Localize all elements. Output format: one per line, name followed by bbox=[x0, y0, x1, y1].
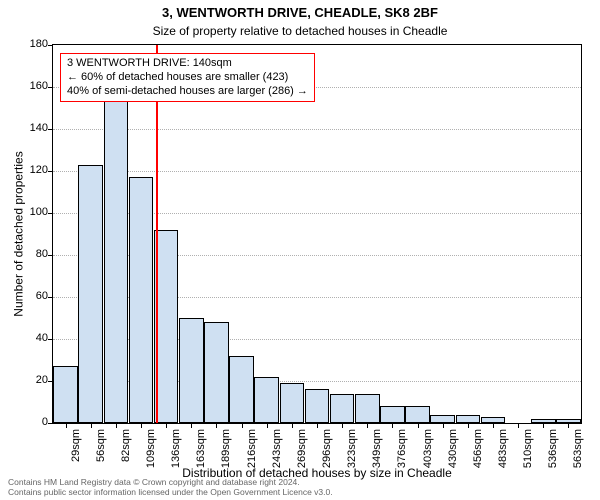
bar bbox=[380, 406, 405, 423]
ytick-label: 140 bbox=[8, 122, 48, 134]
annotation-line: 40% of semi-detached houses are larger (… bbox=[67, 85, 308, 99]
ytick-mark bbox=[48, 129, 53, 130]
annotation-line: 3 WENTWORTH DRIVE: 140sqm bbox=[67, 57, 308, 71]
xtick-label: 563sqm bbox=[572, 429, 584, 468]
ytick-mark bbox=[48, 297, 53, 298]
footer-line-2: Contains public sector information licen… bbox=[8, 487, 333, 497]
xtick-mark bbox=[91, 423, 92, 428]
gridline bbox=[53, 129, 581, 130]
xtick-label: 456sqm bbox=[472, 429, 484, 468]
ytick-label: 160 bbox=[8, 80, 48, 92]
xtick-mark bbox=[141, 423, 142, 428]
ytick-mark bbox=[48, 45, 53, 46]
xtick-mark bbox=[116, 423, 117, 428]
bar bbox=[179, 318, 204, 423]
gridline bbox=[53, 171, 581, 172]
y-axis-label-wrap: Number of detached properties bbox=[12, 44, 26, 424]
ytick-label: 80 bbox=[8, 248, 48, 260]
plot-area: 29sqm56sqm82sqm109sqm136sqm163sqm189sqm2… bbox=[52, 44, 582, 424]
bar bbox=[280, 383, 305, 423]
xtick-label: 109sqm bbox=[145, 429, 157, 468]
bar bbox=[430, 415, 455, 423]
xtick-mark bbox=[267, 423, 268, 428]
xtick-label: 163sqm bbox=[195, 429, 207, 468]
xtick-label: 216sqm bbox=[246, 429, 258, 468]
bar bbox=[229, 356, 254, 423]
annotation-line: ← 60% of detached houses are smaller (42… bbox=[67, 71, 308, 85]
bar bbox=[355, 394, 380, 423]
xtick-mark bbox=[468, 423, 469, 428]
chart-title: 3, WENTWORTH DRIVE, CHEADLE, SK8 2BF bbox=[0, 5, 600, 20]
xtick-label: 56sqm bbox=[95, 429, 107, 462]
xtick-label: 536sqm bbox=[547, 429, 559, 468]
ytick-mark bbox=[48, 87, 53, 88]
xtick-mark bbox=[367, 423, 368, 428]
ytick-label: 120 bbox=[8, 164, 48, 176]
xtick-label: 323sqm bbox=[346, 429, 358, 468]
ytick-mark bbox=[48, 171, 53, 172]
bar bbox=[104, 87, 129, 423]
bar bbox=[405, 406, 430, 423]
xtick-mark bbox=[518, 423, 519, 428]
bar bbox=[78, 165, 103, 423]
xtick-mark bbox=[317, 423, 318, 428]
xtick-label: 483sqm bbox=[497, 429, 509, 468]
bar bbox=[53, 366, 78, 423]
xtick-label: 376sqm bbox=[396, 429, 408, 468]
xtick-mark bbox=[166, 423, 167, 428]
xtick-mark bbox=[292, 423, 293, 428]
xtick-label: 243sqm bbox=[271, 429, 283, 468]
ytick-mark bbox=[48, 339, 53, 340]
xtick-mark bbox=[543, 423, 544, 428]
xtick-label: 349sqm bbox=[371, 429, 383, 468]
xtick-mark bbox=[216, 423, 217, 428]
annotation-box: 3 WENTWORTH DRIVE: 140sqm← 60% of detach… bbox=[60, 53, 315, 102]
bar bbox=[305, 389, 330, 423]
ytick-label: 100 bbox=[8, 206, 48, 218]
xtick-label: 296sqm bbox=[321, 429, 333, 468]
xtick-mark bbox=[342, 423, 343, 428]
xtick-label: 136sqm bbox=[170, 429, 182, 468]
xtick-mark bbox=[191, 423, 192, 428]
xtick-mark bbox=[242, 423, 243, 428]
ytick-label: 40 bbox=[8, 332, 48, 344]
bar bbox=[330, 394, 355, 423]
xtick-label: 82sqm bbox=[120, 429, 132, 462]
bar bbox=[456, 415, 481, 423]
bar bbox=[204, 322, 229, 423]
ytick-label: 0 bbox=[8, 416, 48, 428]
chart-subtitle: Size of property relative to detached ho… bbox=[0, 24, 600, 38]
xtick-label: 269sqm bbox=[296, 429, 308, 468]
ytick-label: 60 bbox=[8, 290, 48, 302]
xtick-label: 29sqm bbox=[70, 429, 82, 462]
ytick-mark bbox=[48, 423, 53, 424]
ytick-label: 180 bbox=[8, 38, 48, 50]
xtick-label: 403sqm bbox=[422, 429, 434, 468]
ytick-mark bbox=[48, 255, 53, 256]
footer-attribution: Contains HM Land Registry data © Crown c… bbox=[8, 477, 333, 497]
xtick-mark bbox=[443, 423, 444, 428]
xtick-mark bbox=[418, 423, 419, 428]
ytick-label: 20 bbox=[8, 374, 48, 386]
bar bbox=[129, 177, 154, 423]
xtick-label: 510sqm bbox=[522, 429, 534, 468]
ytick-mark bbox=[48, 381, 53, 382]
xtick-mark bbox=[392, 423, 393, 428]
footer-line-1: Contains HM Land Registry data © Crown c… bbox=[8, 477, 333, 487]
bar bbox=[254, 377, 279, 423]
xtick-mark bbox=[493, 423, 494, 428]
xtick-label: 189sqm bbox=[220, 429, 232, 468]
xtick-label: 430sqm bbox=[447, 429, 459, 468]
ytick-mark bbox=[48, 213, 53, 214]
xtick-mark bbox=[568, 423, 569, 428]
xtick-mark bbox=[66, 423, 67, 428]
